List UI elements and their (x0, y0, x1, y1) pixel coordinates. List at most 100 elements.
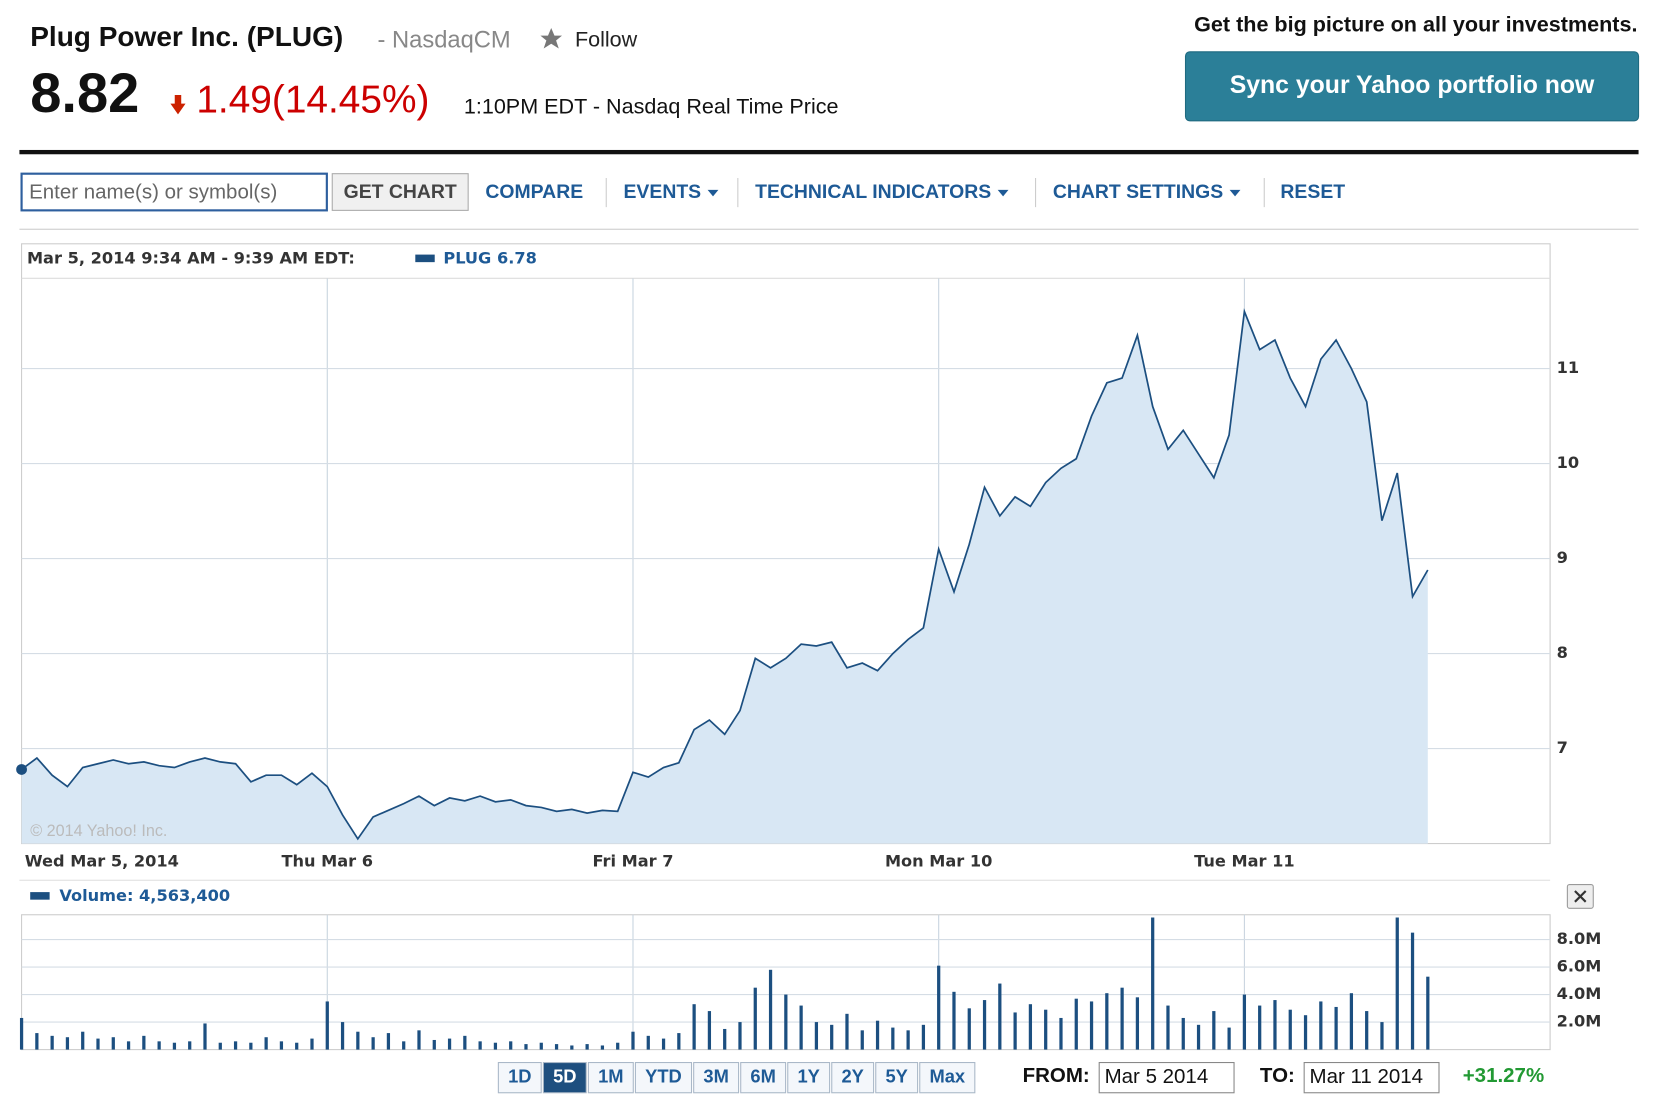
range-button[interactable] (831, 1062, 875, 1094)
range-button-label[interactable]: Max (929, 1065, 965, 1086)
volume-bar (1166, 1005, 1170, 1050)
range-button[interactable] (875, 1062, 919, 1094)
close-icon[interactable] (1574, 890, 1587, 903)
volume-bar (677, 1033, 681, 1050)
exchange: - NasdaqCM (378, 27, 511, 53)
volume-bar (554, 1044, 559, 1050)
from-date[interactable]: Mar 5 2014 (1105, 1065, 1209, 1088)
company-name: Plug Power Inc. (PLUG) (30, 21, 343, 52)
range-button-label[interactable]: 3M (703, 1065, 728, 1086)
volume-bar (493, 1042, 498, 1050)
range-button[interactable] (740, 1062, 787, 1094)
y-tick-label: 6.0M (1557, 957, 1602, 976)
toolbar-link[interactable]: EVENTS (623, 181, 701, 203)
volume-bar (157, 1041, 161, 1050)
price-chart: 7 8 9 10 11 Wed Mar 5, 2014 Thu Mar 6 Fri Mar 7… (16, 278, 1579, 870)
volume-bar (478, 1041, 482, 1050)
range-buttons: 1D 5D 1M YTD 3M 6M 1Y 2Y 5Y Max (497, 1062, 976, 1094)
range-button-label[interactable]: 6M (750, 1065, 775, 1086)
range-button[interactable] (497, 1062, 542, 1094)
volume-bar (585, 1044, 589, 1050)
range-button[interactable] (542, 1062, 587, 1094)
volume-bar (142, 1035, 146, 1050)
range-button-label[interactable]: 5D (553, 1065, 576, 1086)
volume-bar (81, 1031, 85, 1050)
sync-button-label[interactable]: Sync your Yahoo portfolio now (1230, 72, 1595, 99)
volume-bar (814, 1022, 819, 1050)
toolbar-link[interactable]: CHART SETTINGS (1053, 181, 1223, 203)
range-button[interactable] (587, 1062, 634, 1094)
y-tick-label: 11 (1557, 358, 1580, 377)
symbol-input-placeholder[interactable]: Enter name(s) or symbol(s) (29, 181, 277, 204)
dropdown-arrow[interactable] (997, 189, 1009, 197)
volume-bar (1120, 987, 1124, 1050)
volume-bar (692, 1004, 696, 1050)
toolbar-link[interactable]: COMPARE (485, 181, 583, 203)
volume-bar (524, 1044, 528, 1050)
volume-bar (1105, 993, 1109, 1050)
volume-bar (126, 1041, 131, 1050)
range-button-label[interactable]: 2Y (841, 1065, 863, 1086)
volume-bar (1242, 994, 1247, 1050)
volume-bar (447, 1038, 452, 1050)
volume-bar (799, 1005, 803, 1050)
y-tick-label: 7 (1557, 738, 1568, 757)
y-tick-label: 10 (1557, 453, 1580, 472)
volume-bar (310, 1038, 314, 1050)
volume-bar (295, 1042, 299, 1050)
range-button-label[interactable]: 1M (598, 1065, 623, 1086)
volume-bar (1151, 917, 1155, 1050)
from-input[interactable] (1098, 1062, 1235, 1094)
dropdown-arrow[interactable] (707, 189, 719, 197)
range-button[interactable] (634, 1062, 693, 1094)
volume-bar (50, 1035, 54, 1050)
volume-bar (1258, 1005, 1262, 1050)
to-date[interactable]: Mar 11 2014 (1310, 1065, 1423, 1088)
volume-bar (906, 1030, 910, 1050)
volume-bar (1303, 1015, 1308, 1050)
toolbar-link[interactable]: TECHNICAL INDICATORS (755, 181, 991, 203)
volume-bar (967, 1008, 971, 1050)
volume-bar (1135, 997, 1140, 1050)
volume-bar (1196, 1024, 1201, 1050)
volume-bar (1273, 1000, 1277, 1050)
volume-bar (1059, 1017, 1063, 1050)
range-button-label[interactable]: 1Y (797, 1065, 819, 1086)
legend-label: PLUG 6.78 (443, 248, 537, 267)
symbol-input[interactable] (20, 172, 328, 212)
to-input[interactable] (1303, 1062, 1440, 1094)
volume-bar (386, 1033, 391, 1050)
range-button[interactable] (693, 1062, 740, 1094)
volume-bar (1349, 993, 1354, 1050)
range-button[interactable] (919, 1062, 976, 1094)
get-chart-label[interactable]: GET CHART (344, 181, 457, 203)
volume-bar (539, 1042, 543, 1050)
y-tick-label: 8.0M (1557, 929, 1602, 948)
volume-bar (1334, 1006, 1338, 1050)
sync-button[interactable] (1184, 51, 1640, 122)
volume-bar (661, 1038, 666, 1050)
volume-bar (753, 987, 757, 1050)
range-button-label[interactable]: YTD (645, 1065, 682, 1086)
follow-star[interactable] (540, 28, 563, 49)
get-chart-button[interactable] (331, 173, 469, 211)
range-button-label[interactable]: 5Y (885, 1065, 907, 1086)
period-change: +31.27% (1463, 1064, 1544, 1087)
dropdown-arrow[interactable] (1229, 189, 1241, 197)
volume-bar (463, 1035, 467, 1050)
follow-link[interactable]: Follow (575, 27, 638, 52)
volume-bar (1227, 1027, 1231, 1050)
volume-bar (891, 1027, 895, 1050)
volume-bar (952, 991, 956, 1050)
volume-bar (707, 1011, 712, 1050)
volume-bar (1089, 1001, 1094, 1050)
volume-bar (1426, 976, 1430, 1050)
volume-bar (1380, 1022, 1384, 1050)
toolbar-link[interactable]: RESET (1280, 181, 1345, 203)
volume-bar (723, 1028, 727, 1050)
volume-bar (172, 1042, 177, 1050)
legend-swatch (415, 254, 435, 263)
volume-bar (356, 1031, 360, 1050)
range-button[interactable] (787, 1062, 831, 1094)
range-button-label[interactable]: 1D (508, 1065, 531, 1086)
